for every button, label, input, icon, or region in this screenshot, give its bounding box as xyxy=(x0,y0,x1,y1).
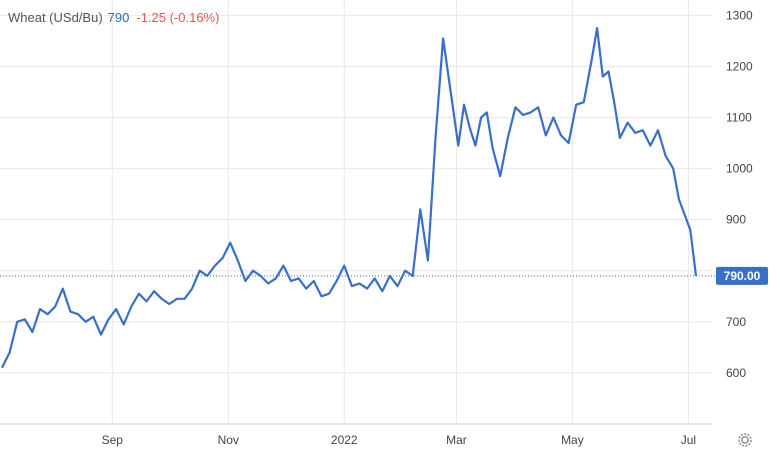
x-tick-label: Jul xyxy=(681,433,696,447)
chart-legend: Wheat (USd/Bu) 790 -1.25 (-0.16%) xyxy=(8,10,219,25)
last-price: 790 xyxy=(107,10,130,25)
instrument-name: Wheat (USd/Bu) xyxy=(8,10,103,25)
last-value-label: 790.00 xyxy=(716,266,768,285)
price-change: -1.25 (-0.16%) xyxy=(136,10,220,25)
x-axis: Sep Nov 2022 Mar May Jul xyxy=(102,433,696,447)
y-tick-label: 1100 xyxy=(726,110,752,124)
x-tick-label: Sep xyxy=(102,433,124,447)
x-tick-label: Mar xyxy=(446,433,467,447)
y-axis: 600 700 900 1000 1100 1200 1300 xyxy=(726,8,753,380)
series-line-wheat[interactable] xyxy=(1,27,698,369)
y-tick-label: 700 xyxy=(726,315,746,329)
y-tick-label: 1300 xyxy=(726,8,753,22)
y-tick-label: 1200 xyxy=(726,59,753,73)
y-tick-label: 1000 xyxy=(726,162,753,176)
grid xyxy=(0,0,712,424)
y-tick-label: 900 xyxy=(726,213,746,227)
x-tick-label: Nov xyxy=(218,433,239,447)
y-tick-label: 600 xyxy=(726,366,746,380)
x-tick-label: 2022 xyxy=(331,433,358,447)
gear-icon[interactable] xyxy=(738,433,752,447)
x-tick-label: May xyxy=(561,433,584,447)
last-value-badge xyxy=(716,266,768,285)
last-value-text: 790.00 xyxy=(724,269,761,283)
